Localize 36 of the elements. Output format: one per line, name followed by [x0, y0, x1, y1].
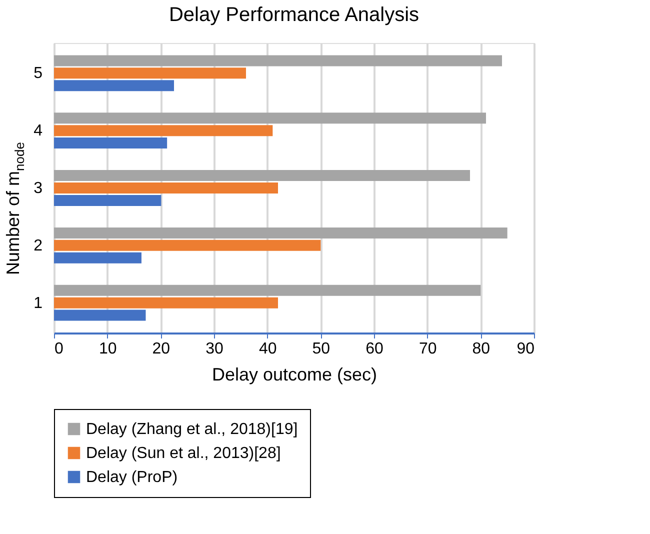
legend-label: Delay (Sun et al., 2013)[28]	[86, 445, 281, 462]
bar	[54, 310, 146, 321]
y-tick-label: 5	[34, 65, 43, 82]
bar	[54, 227, 508, 238]
bar	[54, 125, 273, 136]
bar	[54, 68, 246, 79]
x-tick-label: 30	[206, 340, 224, 358]
bar	[54, 138, 168, 149]
bar	[54, 170, 470, 182]
x-tick-label: 90	[516, 340, 535, 358]
bar	[54, 252, 142, 264]
bar	[54, 112, 486, 124]
bar	[54, 284, 481, 296]
legend-label: Delay (Zhang et al., 2018)[19]	[86, 421, 298, 438]
x-tick-label: 20	[152, 340, 170, 358]
bar	[54, 194, 162, 206]
bar	[54, 55, 502, 66]
y-tick-label: 3	[34, 180, 43, 197]
y-axis-title: Number of mnode	[3, 142, 27, 276]
bar	[54, 80, 174, 92]
x-tick-label: 0	[54, 340, 64, 358]
y-tick-label: 1	[34, 294, 43, 312]
x-tick-label: 10	[98, 340, 117, 358]
x-axis-title: Delay outcome (sec)	[212, 364, 378, 384]
bar	[54, 297, 278, 308]
legend-label: Delay (ProP)	[86, 469, 178, 486]
bar	[54, 182, 278, 194]
y-tick-label: 2	[34, 237, 43, 254]
x-tick-label: 60	[366, 340, 384, 358]
bar	[54, 240, 321, 251]
chart-title: Delay Performance Analysis	[168, 4, 420, 26]
x-tick-label: 70	[418, 340, 437, 358]
x-tick-label: 80	[472, 340, 490, 358]
x-tick-label: 40	[258, 340, 277, 358]
x-tick-label: 50	[312, 340, 330, 358]
y-tick-label: 4	[34, 122, 43, 140]
